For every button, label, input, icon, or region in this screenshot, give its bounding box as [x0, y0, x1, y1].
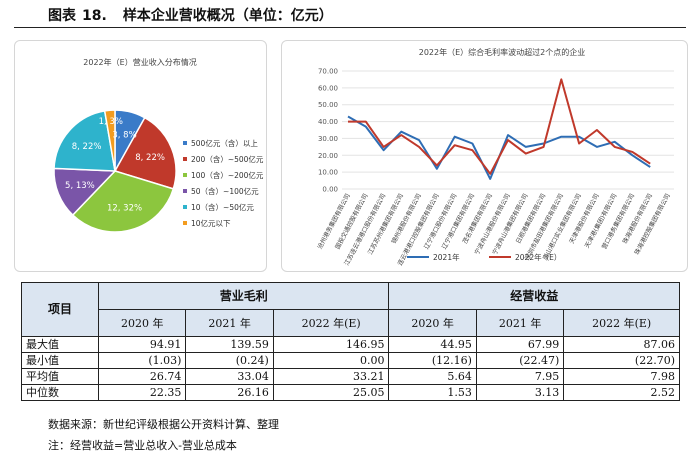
row-label: 中位数 [21, 384, 99, 401]
table-cell: 7.95 [475, 368, 565, 385]
line-chart-panel: 2022年（E）综合毛利率波动超过2个点的企业 0.00 10.00 20.00 30… [281, 40, 688, 272]
table-cell: 0.00 [272, 352, 390, 369]
table-year-header: 2020 年 [97, 309, 187, 337]
figure-number: 18. [82, 8, 107, 24]
y-tick-label: 0.00 [322, 186, 338, 194]
table-group-gross-profit: 营业毛利 [97, 282, 390, 310]
y-tick-label: 50.00 [318, 101, 338, 109]
table-cell: 146.95 [272, 336, 390, 353]
pie-slice [71, 170, 175, 233]
pie-data-label: 3, 8% [112, 130, 136, 140]
legend-swatch [183, 221, 187, 225]
table-cell: 33.04 [185, 368, 274, 385]
line-chart-title: 2022年（E）综合毛利率波动超过2个点的企业 [419, 47, 586, 57]
pie-data-label: 12, 32% [107, 204, 142, 214]
table-cell: 33.21 [272, 368, 390, 385]
table-row: 最小值 (1.03) (0.24) 0.00 (12.16) (22.47) (… [21, 352, 680, 369]
table-cell: (0.24) [185, 352, 274, 369]
table-cell: 3.13 [475, 384, 565, 401]
table-year-header: 2021 年 [475, 309, 565, 337]
line-chart: 2022年（E）综合毛利率波动超过2个点的企业 0.00 10.00 20.00 30… [316, 47, 674, 267]
table-cell: 7.98 [563, 368, 680, 385]
title-rule [14, 27, 686, 28]
table-cell: 139.59 [185, 336, 274, 353]
table-cell: 94.91 [97, 336, 187, 353]
source-note: 数据来源：新世纪评级根据公开资料计算、整理 [48, 418, 279, 431]
row-label: 最小值 [21, 352, 99, 369]
table-cell: (1.03) [97, 352, 187, 369]
legend-label: 500亿元（含）以上 [191, 138, 258, 148]
table-row: 中位数 22.35 26.16 25.05 1.53 3.13 2.52 [21, 384, 680, 401]
figure-caption: 样本企业营收概况（单位：亿元） [122, 8, 333, 24]
footnote: 注：经营收益=营业总收入-营业总成本 [48, 439, 237, 452]
table-cell: 87.06 [563, 336, 680, 353]
y-tick-label: 40.00 [318, 118, 338, 126]
y-tick-label: 10.00 [318, 169, 338, 177]
legend-swatch [183, 173, 187, 177]
x-tick-label: 辽宁港口股份有限公司 [422, 192, 458, 250]
table-year-header: 2022 年(E) [563, 309, 680, 337]
table-year-header: 2022 年(E) [272, 309, 390, 337]
pie-data-label: 1, 3% [99, 117, 123, 127]
pie-data-label: 8, 22% [72, 142, 102, 152]
legend-swatch [183, 157, 187, 161]
pie-chart: 2022年（E）营业收入分布情况 3, 8% 8, 22% 12, 32% 5, 13… [53, 57, 264, 233]
pie-slice [53, 110, 116, 172]
x-tick-label: 天津港(集团)有限公司 [583, 192, 618, 249]
pie-data-label: 8, 22% [135, 153, 165, 163]
table-cell: 26.74 [97, 368, 187, 385]
x-tick-label: 营口港务集团有限公司 [600, 192, 636, 250]
y-tick-label: 30.00 [318, 135, 338, 143]
table-cell: 44.95 [388, 336, 477, 353]
y-tick-label: 20.00 [318, 152, 338, 160]
table-cell: 5.64 [388, 368, 477, 385]
row-label: 最大值 [21, 336, 99, 353]
legend-swatch [183, 205, 187, 209]
series-line [347, 115, 651, 180]
table-header-item: 项目 [21, 282, 99, 337]
row-label: 平均值 [21, 368, 99, 385]
y-tick-label: 70.00 [318, 68, 338, 76]
table-cell: 22.35 [97, 384, 187, 401]
table-cell: (12.16) [388, 352, 477, 369]
table-year-header: 2021 年 [185, 309, 274, 337]
x-tick-label: 国投交通控股有限公司 [333, 192, 369, 250]
legend-label: 200（含）~500亿元 [191, 154, 264, 164]
legend-label: 50（含）~100亿元 [191, 186, 259, 196]
legend-label: 2022年（E） [515, 252, 561, 262]
legend-label: 2021年 [433, 252, 460, 262]
y-tick-label: 60.00 [318, 84, 338, 92]
table-cell: 26.16 [185, 384, 274, 401]
table-cell: 25.05 [272, 384, 390, 401]
x-tick-label: 辽宁港口集团有限公司 [440, 192, 476, 250]
legend-label: 10（含）~50亿元 [191, 202, 254, 212]
table-row: 平均值 26.74 33.04 33.21 5.64 7.95 7.98 [21, 368, 680, 385]
pie-data-label: 5, 13% [65, 181, 95, 191]
x-tick-label: 沧州港务集团有限公司 [316, 192, 352, 250]
pie-slice [103, 109, 116, 172]
pie-chart-panel: 2022年（E）营业收入分布情况 3, 8% 8, 22% 12, 32% 5, 13… [14, 40, 267, 272]
table-cell: (22.47) [475, 352, 565, 369]
pie-slice [113, 116, 177, 190]
pie-chart-title: 2022年（E）营业收入分布情况 [83, 57, 196, 67]
legend-label: 100（含）~200亿元 [191, 170, 264, 180]
summary-table: 项目 营业毛利 经营收益 2020 年 2021 年 2022 年(E) 202… [21, 282, 680, 401]
table-cell: 67.99 [475, 336, 565, 353]
table-cell: 2.52 [563, 384, 680, 401]
series-line [348, 78, 651, 175]
table-cell: (22.70) [563, 352, 680, 369]
figure-prefix: 图表 [48, 8, 76, 24]
figure-title: 图表 18. 样本企业营收概况（单位：亿元） [48, 5, 333, 25]
table-year-header: 2020 年 [388, 309, 477, 337]
legend-swatch [183, 189, 187, 193]
table-row: 最大值 94.91 139.59 146.95 44.95 67.99 87.0… [21, 336, 680, 353]
legend-label: 10亿元以下 [191, 218, 231, 228]
legend-swatch [183, 141, 187, 145]
table-group-operating-income: 经营收益 [388, 282, 680, 310]
table-cell: 1.53 [388, 384, 477, 401]
